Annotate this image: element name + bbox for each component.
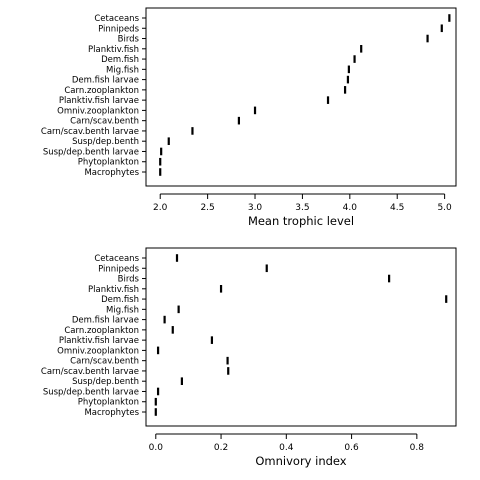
data-mark <box>448 14 451 22</box>
data-mark <box>177 305 180 314</box>
x-tick-label: 0.4 <box>279 443 294 453</box>
x-axis-title: Omnivory index <box>255 454 346 468</box>
x-tick-label: 5.0 <box>437 203 452 213</box>
x-tick-label: 3.5 <box>295 203 309 213</box>
data-mark <box>156 387 160 396</box>
category-label: Susp/dep.benth <box>72 377 139 387</box>
data-mark <box>388 274 391 283</box>
x-tick-label: 4.5 <box>390 203 404 213</box>
category-label: Dem.fish larvae <box>72 316 139 326</box>
data-mark <box>175 254 179 262</box>
category-label: Susp/dep.benth <box>72 137 139 147</box>
category-label: Carn/scav.benth larvae <box>41 127 139 137</box>
omnivory-index-chart: CetaceansPinnipedsBirdsPlanktiv.fishDem.… <box>41 247 457 468</box>
data-mark <box>156 346 160 355</box>
category-label: Susp/dep.benth larvae <box>43 387 139 397</box>
data-mark <box>227 367 230 375</box>
x-tick-label: 3.0 <box>248 203 263 213</box>
category-label: Carn/scav.benth <box>70 117 139 127</box>
data-mark <box>154 397 157 406</box>
plot-frame <box>145 7 457 187</box>
category-label: Planktiv.fish <box>88 285 139 295</box>
category-label: Planktiv.fish <box>88 45 139 55</box>
category-label: Birds <box>118 35 140 45</box>
data-mark <box>347 65 350 74</box>
x-tick-label: 0.6 <box>344 443 359 453</box>
category-label: Macrophytes <box>84 168 139 178</box>
data-mark <box>159 168 162 176</box>
data-mark <box>191 127 194 135</box>
category-label: Carn/scav.benth larvae <box>41 367 139 377</box>
category-label: Dem.fish <box>101 295 139 305</box>
category-label: Macrophytes <box>84 408 139 418</box>
data-mark <box>180 377 183 385</box>
category-label: Birds <box>118 275 140 285</box>
category-label: Omniv.zooplankton <box>57 106 139 116</box>
category-label: Susp/dep.benth larvae <box>43 147 139 157</box>
category-label: Phytoplankton <box>78 158 139 168</box>
data-mark <box>237 116 241 125</box>
data-mark <box>160 147 163 156</box>
data-mark <box>343 86 347 94</box>
data-mark <box>171 326 174 334</box>
data-mark <box>163 315 166 324</box>
category-label: Pinnipeds <box>98 264 139 274</box>
data-mark <box>346 75 350 84</box>
data-mark <box>159 157 162 166</box>
category-label: Dem.fish <box>101 55 139 65</box>
category-label: Pinnipeds <box>98 24 139 34</box>
category-label: Planktiv.fish larvae <box>59 96 139 106</box>
data-mark <box>353 55 356 63</box>
category-label: Cetaceans <box>94 254 139 264</box>
data-mark <box>210 336 214 344</box>
data-mark <box>265 264 268 273</box>
data-mark <box>253 106 257 115</box>
data-mark <box>154 408 157 416</box>
plot-frame <box>145 247 457 427</box>
category-label: Cetaceans <box>94 14 139 24</box>
x-tick-label: 0.0 <box>149 443 164 453</box>
data-mark <box>440 24 443 33</box>
data-mark <box>219 285 223 293</box>
category-label: Omniv.zooplankton <box>57 346 139 356</box>
category-label: Carn/scav.benth <box>70 357 139 367</box>
category-label: Phytoplankton <box>78 398 139 408</box>
category-label: Mig.fish <box>106 65 139 75</box>
data-mark <box>426 34 429 43</box>
category-label: Planktiv.fish larvae <box>59 336 139 346</box>
x-tick-label: 0.2 <box>214 443 228 453</box>
category-label: Mig.fish <box>106 305 139 315</box>
category-label: Carn.zooplankton <box>64 326 139 336</box>
category-label: Carn.zooplankton <box>64 86 139 96</box>
x-tick-label: 0.8 <box>410 443 425 453</box>
x-tick-label: 4.0 <box>343 203 358 213</box>
data-mark <box>326 96 330 104</box>
x-tick-label: 2.5 <box>200 203 214 213</box>
x-axis-title: Mean trophic level <box>248 214 354 228</box>
trophic-level-chart: CetaceansPinnipedsBirdsPlanktiv.fishDem.… <box>41 7 457 228</box>
data-mark <box>360 45 363 53</box>
data-mark <box>445 295 448 303</box>
data-mark <box>226 356 229 365</box>
x-tick-label: 2.0 <box>153 203 168 213</box>
category-label: Dem.fish larvae <box>72 76 139 86</box>
data-mark <box>167 137 170 145</box>
